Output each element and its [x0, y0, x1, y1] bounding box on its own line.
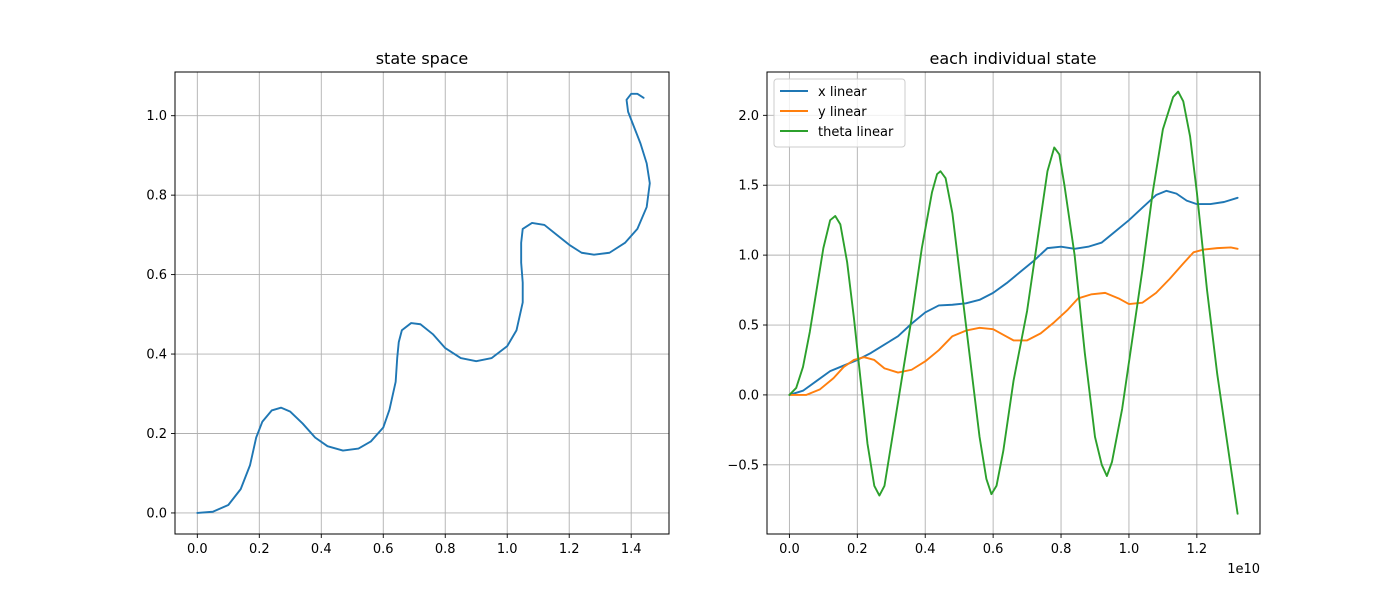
state-space-grid	[175, 72, 669, 534]
x-tick-label: 0.0	[187, 542, 208, 557]
state-space-ticks: 0.0 0.2 0.4 0.6 0.8 1.0 1.2 1.4 0.0 0.2 0.4 0.6 0.8 1…	[146, 109, 641, 557]
individual-state-axes: 0.0 0.2 0.4 0.6 0.8 1.0 1.2 −0.5 0.0 0.5 1.0 1.5 2.0…	[727, 49, 1261, 577]
legend-x-linear-label: x linear	[818, 85, 867, 100]
x-offset-label: 1e10	[1227, 562, 1260, 577]
individual-state-title: each individual state	[930, 49, 1097, 68]
y-tick-label: −0.5	[727, 458, 759, 473]
x-tick-label: 0.0	[779, 542, 800, 557]
individual-state-grid	[767, 72, 1260, 534]
x-tick-label: 1.2	[559, 542, 580, 557]
y-tick-label: 0.2	[146, 427, 167, 442]
y-linear-line	[788, 246, 1239, 396]
x-tick-label: 1.4	[621, 542, 642, 557]
x-tick-label: 0.8	[435, 542, 456, 557]
trajectory-line	[196, 92, 651, 514]
x-tick-label: 0.6	[983, 542, 1004, 557]
y-tick-label: 0.4	[146, 348, 167, 363]
individual-state-ticks: 0.0 0.2 0.4 0.6 0.8 1.0 1.2 −0.5 0.0 0.5 1.0 1.5 2.0	[727, 109, 1207, 557]
y-tick-label: 0.6	[146, 268, 167, 283]
y-tick-label: 2.0	[738, 109, 759, 124]
legend-y-linear-label: y linear	[818, 105, 867, 120]
x-tick-label: 0.2	[249, 542, 270, 557]
legend-box	[773, 78, 906, 148]
individual-state-frame	[766, 71, 1261, 535]
y-tick-label: 0.0	[738, 388, 759, 403]
y-tick-label: 0.8	[146, 189, 167, 204]
state-space-series	[196, 92, 651, 514]
x-tick-label: 0.6	[373, 542, 394, 557]
theta-linear-line	[788, 90, 1239, 515]
x-linear-line	[788, 189, 1239, 396]
x-tick-label: 0.4	[915, 542, 936, 557]
state-space-axes: 0.0 0.2 0.4 0.6 0.8 1.0 1.2 1.4 0.0 0.2 0.4 0.6 0.8 1…	[146, 49, 670, 557]
y-tick-label: 1.0	[738, 249, 759, 264]
state-space-frame	[174, 71, 670, 535]
x-tick-label: 0.2	[847, 542, 868, 557]
state-space-title: state space	[376, 49, 469, 68]
y-tick-label: 1.0	[146, 109, 167, 124]
x-tick-label: 1.0	[1119, 542, 1140, 557]
individual-state-series	[788, 90, 1239, 515]
x-tick-label: 0.8	[1051, 542, 1072, 557]
x-tick-label: 1.2	[1187, 542, 1208, 557]
y-tick-label: 1.5	[738, 179, 759, 194]
legend: x linear y linear theta linear	[773, 78, 906, 148]
legend-theta-linear-label: theta linear	[818, 125, 894, 140]
y-tick-label: 0.0	[146, 506, 167, 521]
x-tick-label: 0.4	[311, 542, 332, 557]
x-tick-label: 1.0	[497, 542, 518, 557]
y-tick-label: 0.5	[738, 319, 759, 334]
